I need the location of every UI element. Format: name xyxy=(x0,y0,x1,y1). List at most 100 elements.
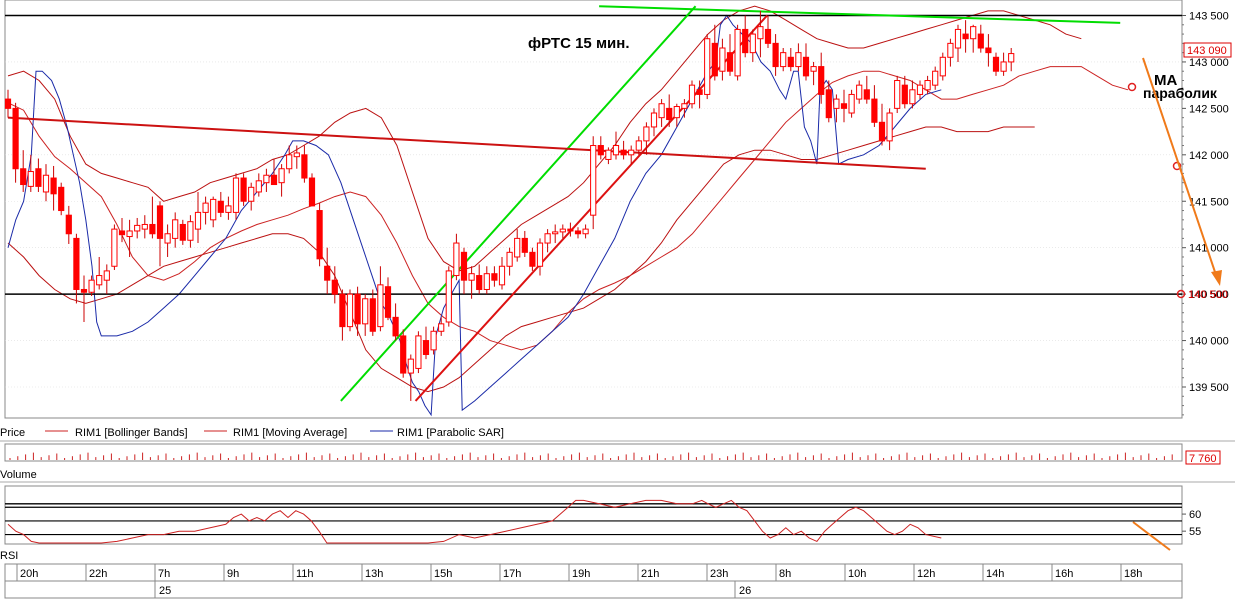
candle-body xyxy=(460,251,468,281)
volume-tag xyxy=(1185,450,1221,465)
time-label: 22h xyxy=(89,568,107,580)
volume-label: Volume xyxy=(0,469,37,481)
candle-body xyxy=(362,298,369,325)
candle-body xyxy=(12,107,19,170)
candle-body xyxy=(878,121,886,142)
candle-body xyxy=(1008,53,1015,63)
candle-body xyxy=(795,52,802,68)
candle-body xyxy=(886,112,893,142)
candle-body xyxy=(696,89,703,95)
time-label: 23h xyxy=(710,568,728,580)
time-label: 18h xyxy=(1124,568,1142,580)
candle-body xyxy=(35,168,42,187)
candle-body xyxy=(240,177,247,202)
candle-body xyxy=(521,237,528,253)
tick-label: 143 500 xyxy=(1189,11,1229,23)
rsi-projection-arrow xyxy=(1132,521,1171,551)
sar-annotation: параболик xyxy=(1143,85,1218,101)
date-label: 26 xyxy=(739,585,751,597)
candle-body xyxy=(217,200,224,213)
candle-body xyxy=(901,84,908,105)
candle-body xyxy=(88,279,95,293)
time-label: 19h xyxy=(572,568,590,580)
candle-body xyxy=(909,89,916,105)
trend-line xyxy=(7,116,926,170)
candle-body xyxy=(210,198,217,221)
candle-body xyxy=(954,28,962,49)
time-axis-labels: 20h 22h 7h 9h 11h 13h 15h 17h 19h 21h 23h 8h 10h 12h 1… xyxy=(16,564,1142,598)
candle-body xyxy=(20,168,27,186)
volume-panel[interactable] xyxy=(4,443,1183,462)
moving-average xyxy=(7,66,1129,351)
candle-body xyxy=(825,89,832,119)
candle-body xyxy=(704,38,711,95)
candle-body xyxy=(688,84,696,105)
last-price-tag xyxy=(1183,42,1232,58)
candle-body xyxy=(780,52,787,68)
candle-body xyxy=(673,106,680,119)
tick-label: 141 000 xyxy=(1189,243,1229,255)
volume-bars xyxy=(9,452,1173,460)
forecast-arrow xyxy=(1142,57,1222,286)
candle-body xyxy=(270,174,278,186)
tick-label: 139 500 xyxy=(1189,382,1229,394)
candle-body xyxy=(194,211,202,230)
candle-body xyxy=(400,335,407,374)
candle-body xyxy=(149,223,156,235)
candle-body xyxy=(552,231,559,235)
level-price-text: 140 500 xyxy=(1188,289,1228,301)
candle-body xyxy=(681,103,688,109)
candle-body xyxy=(407,358,414,374)
bb-upper-line xyxy=(7,5,1082,272)
candle-body xyxy=(65,214,72,235)
candle-body xyxy=(894,80,901,109)
candle-body xyxy=(635,140,642,151)
candle-body xyxy=(612,145,620,156)
candle-body xyxy=(574,230,582,235)
candle-body xyxy=(620,149,627,156)
rsi-line xyxy=(7,499,942,544)
candle-body xyxy=(559,228,566,233)
legend-sar: RIM1 [Parabolic SAR] xyxy=(397,427,504,439)
candle-body xyxy=(970,26,977,40)
candle-body xyxy=(597,145,604,156)
candle-body xyxy=(248,186,255,202)
candle-body xyxy=(415,335,422,369)
candle-body xyxy=(643,126,650,142)
candle-body xyxy=(833,98,840,109)
candle-body xyxy=(346,293,354,328)
candlesticks xyxy=(4,10,1015,401)
last-price-text: 143 090 xyxy=(1187,45,1227,57)
candle-body xyxy=(96,275,103,286)
time-label: 9h xyxy=(227,568,239,580)
rsi-panel[interactable] xyxy=(4,485,1183,545)
candle-body xyxy=(430,330,437,351)
candle-body xyxy=(544,233,551,244)
legend-price: Price xyxy=(0,427,25,439)
candle-body xyxy=(992,56,1000,72)
candle-body xyxy=(73,237,80,290)
time-label: 7h xyxy=(158,568,170,580)
candle-body xyxy=(118,230,126,236)
line-end-marker xyxy=(1172,161,1182,171)
candle-body xyxy=(278,168,285,184)
time-label: 10h xyxy=(848,568,866,580)
tick-label: 140 500 xyxy=(1189,289,1229,301)
candle-body xyxy=(764,28,772,44)
candle-body xyxy=(666,107,673,121)
candle-body xyxy=(856,84,863,100)
time-label: 20h xyxy=(20,568,38,580)
candle-body xyxy=(658,103,665,119)
candle-body xyxy=(529,251,536,267)
candle-body xyxy=(50,177,57,195)
candle-body xyxy=(58,186,65,212)
candle-body xyxy=(422,340,430,355)
tick-label: 142 000 xyxy=(1189,150,1229,162)
candle-body xyxy=(202,202,209,213)
time-label: 13h xyxy=(365,568,383,580)
candle-body xyxy=(491,273,498,281)
candle-body xyxy=(42,174,50,193)
candle-body xyxy=(650,112,658,128)
candle-body xyxy=(141,223,148,230)
ma-line xyxy=(7,66,1129,351)
